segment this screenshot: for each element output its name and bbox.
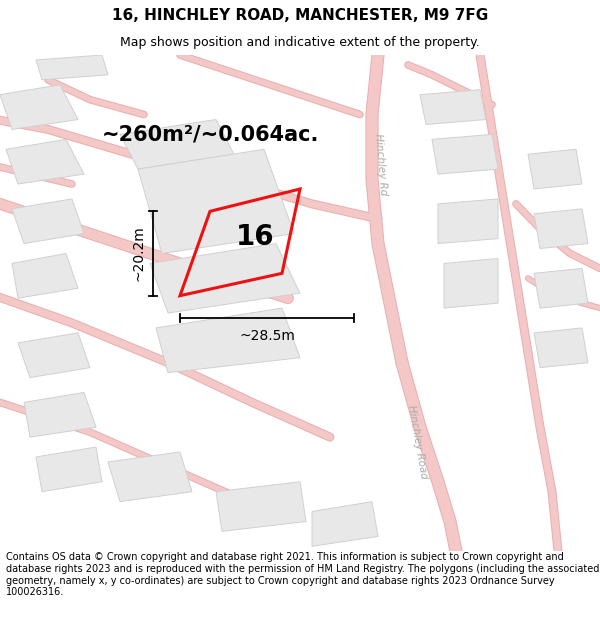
Polygon shape [534, 328, 588, 367]
Text: Hinchley Rd: Hinchley Rd [373, 132, 389, 196]
Text: 16, HINCHLEY ROAD, MANCHESTER, M9 7FG: 16, HINCHLEY ROAD, MANCHESTER, M9 7FG [112, 8, 488, 23]
Polygon shape [156, 308, 300, 372]
Polygon shape [432, 134, 498, 174]
Polygon shape [444, 259, 498, 308]
Text: Contains OS data © Crown copyright and database right 2021. This information is : Contains OS data © Crown copyright and d… [6, 552, 599, 598]
Polygon shape [438, 199, 498, 244]
Text: 16: 16 [236, 223, 274, 251]
Polygon shape [534, 268, 588, 308]
Polygon shape [12, 199, 84, 244]
Polygon shape [6, 139, 84, 184]
Text: ~28.5m: ~28.5m [239, 329, 295, 343]
Text: ~260m²/~0.064ac.: ~260m²/~0.064ac. [101, 124, 319, 144]
Text: Map shows position and indicative extent of the property.: Map shows position and indicative extent… [120, 36, 480, 49]
Text: Hinchley Road: Hinchley Road [406, 404, 428, 480]
Polygon shape [36, 447, 102, 492]
Polygon shape [528, 149, 582, 189]
Polygon shape [150, 244, 300, 313]
Polygon shape [312, 502, 378, 546]
Text: ~20.2m: ~20.2m [132, 226, 146, 281]
Polygon shape [36, 55, 108, 80]
Polygon shape [120, 119, 234, 169]
Polygon shape [216, 482, 306, 531]
Polygon shape [138, 149, 294, 254]
Polygon shape [0, 85, 78, 129]
Polygon shape [420, 90, 486, 124]
Polygon shape [24, 392, 96, 437]
Polygon shape [108, 452, 192, 502]
Polygon shape [12, 254, 78, 298]
Polygon shape [534, 209, 588, 249]
Polygon shape [18, 333, 90, 378]
